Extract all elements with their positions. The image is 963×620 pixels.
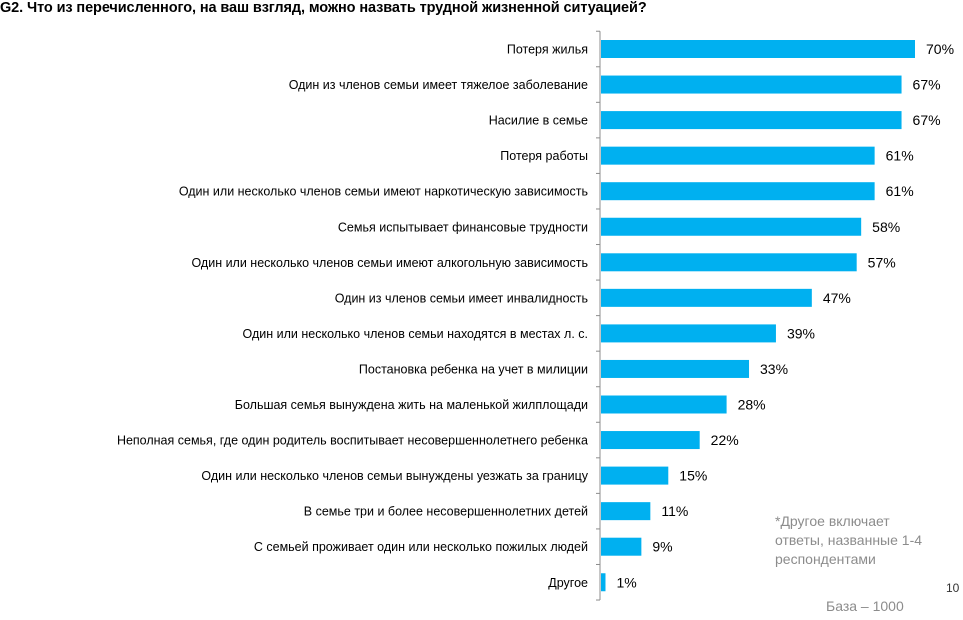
bar	[601, 288, 812, 307]
bar	[601, 75, 902, 94]
bar	[601, 217, 862, 236]
category-label: С семьей проживает один или несколько по…	[254, 540, 588, 554]
sample-base: База – 1000	[826, 598, 904, 614]
bars	[601, 40, 915, 592]
bar	[601, 466, 669, 485]
bar	[601, 359, 750, 378]
category-labels: Потеря жилья Один из членов семьи имеет т…	[117, 43, 589, 590]
bar	[601, 502, 651, 521]
value-label: 22%	[711, 432, 739, 448]
footnote-other: *Другое включает ответы, названные 1-4 р…	[775, 513, 923, 567]
category-label: Один или несколько членов семьи имеют на…	[179, 185, 588, 199]
category-label: Семья испытывает финансовые трудности	[338, 220, 588, 234]
category-label: Один или несколько членов семьи находятс…	[243, 327, 588, 341]
category-label: Потеря жилья	[507, 43, 588, 57]
value-label: 61%	[886, 148, 914, 164]
bar	[601, 111, 902, 130]
y-axis	[596, 30, 601, 601]
value-label: 47%	[823, 290, 851, 306]
value-label: 9%	[652, 539, 672, 555]
value-label: 70%	[926, 41, 954, 57]
category-label: Большая семья вынуждена жить на маленько…	[235, 398, 588, 412]
bar	[601, 537, 642, 556]
value-label: 67%	[913, 112, 941, 128]
page-number: 10	[946, 581, 960, 595]
bar	[601, 324, 776, 343]
category-label: Постановка ребенка на учет в милиции	[359, 362, 588, 376]
value-label: 39%	[787, 325, 815, 341]
bar	[601, 253, 857, 272]
bar	[601, 146, 875, 165]
value-label: 15%	[679, 468, 707, 484]
category-label: Насилие в семье	[489, 114, 588, 128]
chart-title: G2. Что из перечисленного, на ваш взгляд…	[0, 0, 647, 16]
bar	[601, 395, 727, 414]
bar	[601, 40, 915, 58]
category-label: Потеря работы	[500, 149, 588, 163]
category-label: Один или несколько членов семьи имеют ал…	[191, 256, 588, 270]
value-label: 28%	[738, 397, 766, 413]
category-label: Один или несколько членов семьи вынужден…	[201, 469, 588, 483]
value-label: 33%	[760, 361, 788, 377]
value-label: 61%	[886, 183, 914, 199]
bar	[601, 431, 700, 450]
bar	[601, 182, 875, 201]
category-label: Неполная семья, где один родитель воспит…	[117, 434, 588, 448]
value-label: 11%	[661, 503, 688, 519]
value-label: 57%	[868, 254, 896, 270]
value-label: 58%	[872, 219, 900, 235]
category-label: Другое	[548, 576, 588, 590]
value-labels: 70% 67% 67% 61% 61% 58% 57% 47% 39% 33% 28% 22% 15% 1…	[616, 41, 954, 590]
category-label: Один из членов семьи имеет инвалидность	[335, 291, 588, 305]
bar	[601, 573, 606, 592]
value-label: 67%	[913, 77, 941, 93]
value-label: 1%	[616, 574, 636, 590]
category-label: Один из членов семьи имеет тяжелое забол…	[289, 78, 588, 92]
category-label: В семье три и более несовершеннолетних д…	[304, 505, 588, 519]
